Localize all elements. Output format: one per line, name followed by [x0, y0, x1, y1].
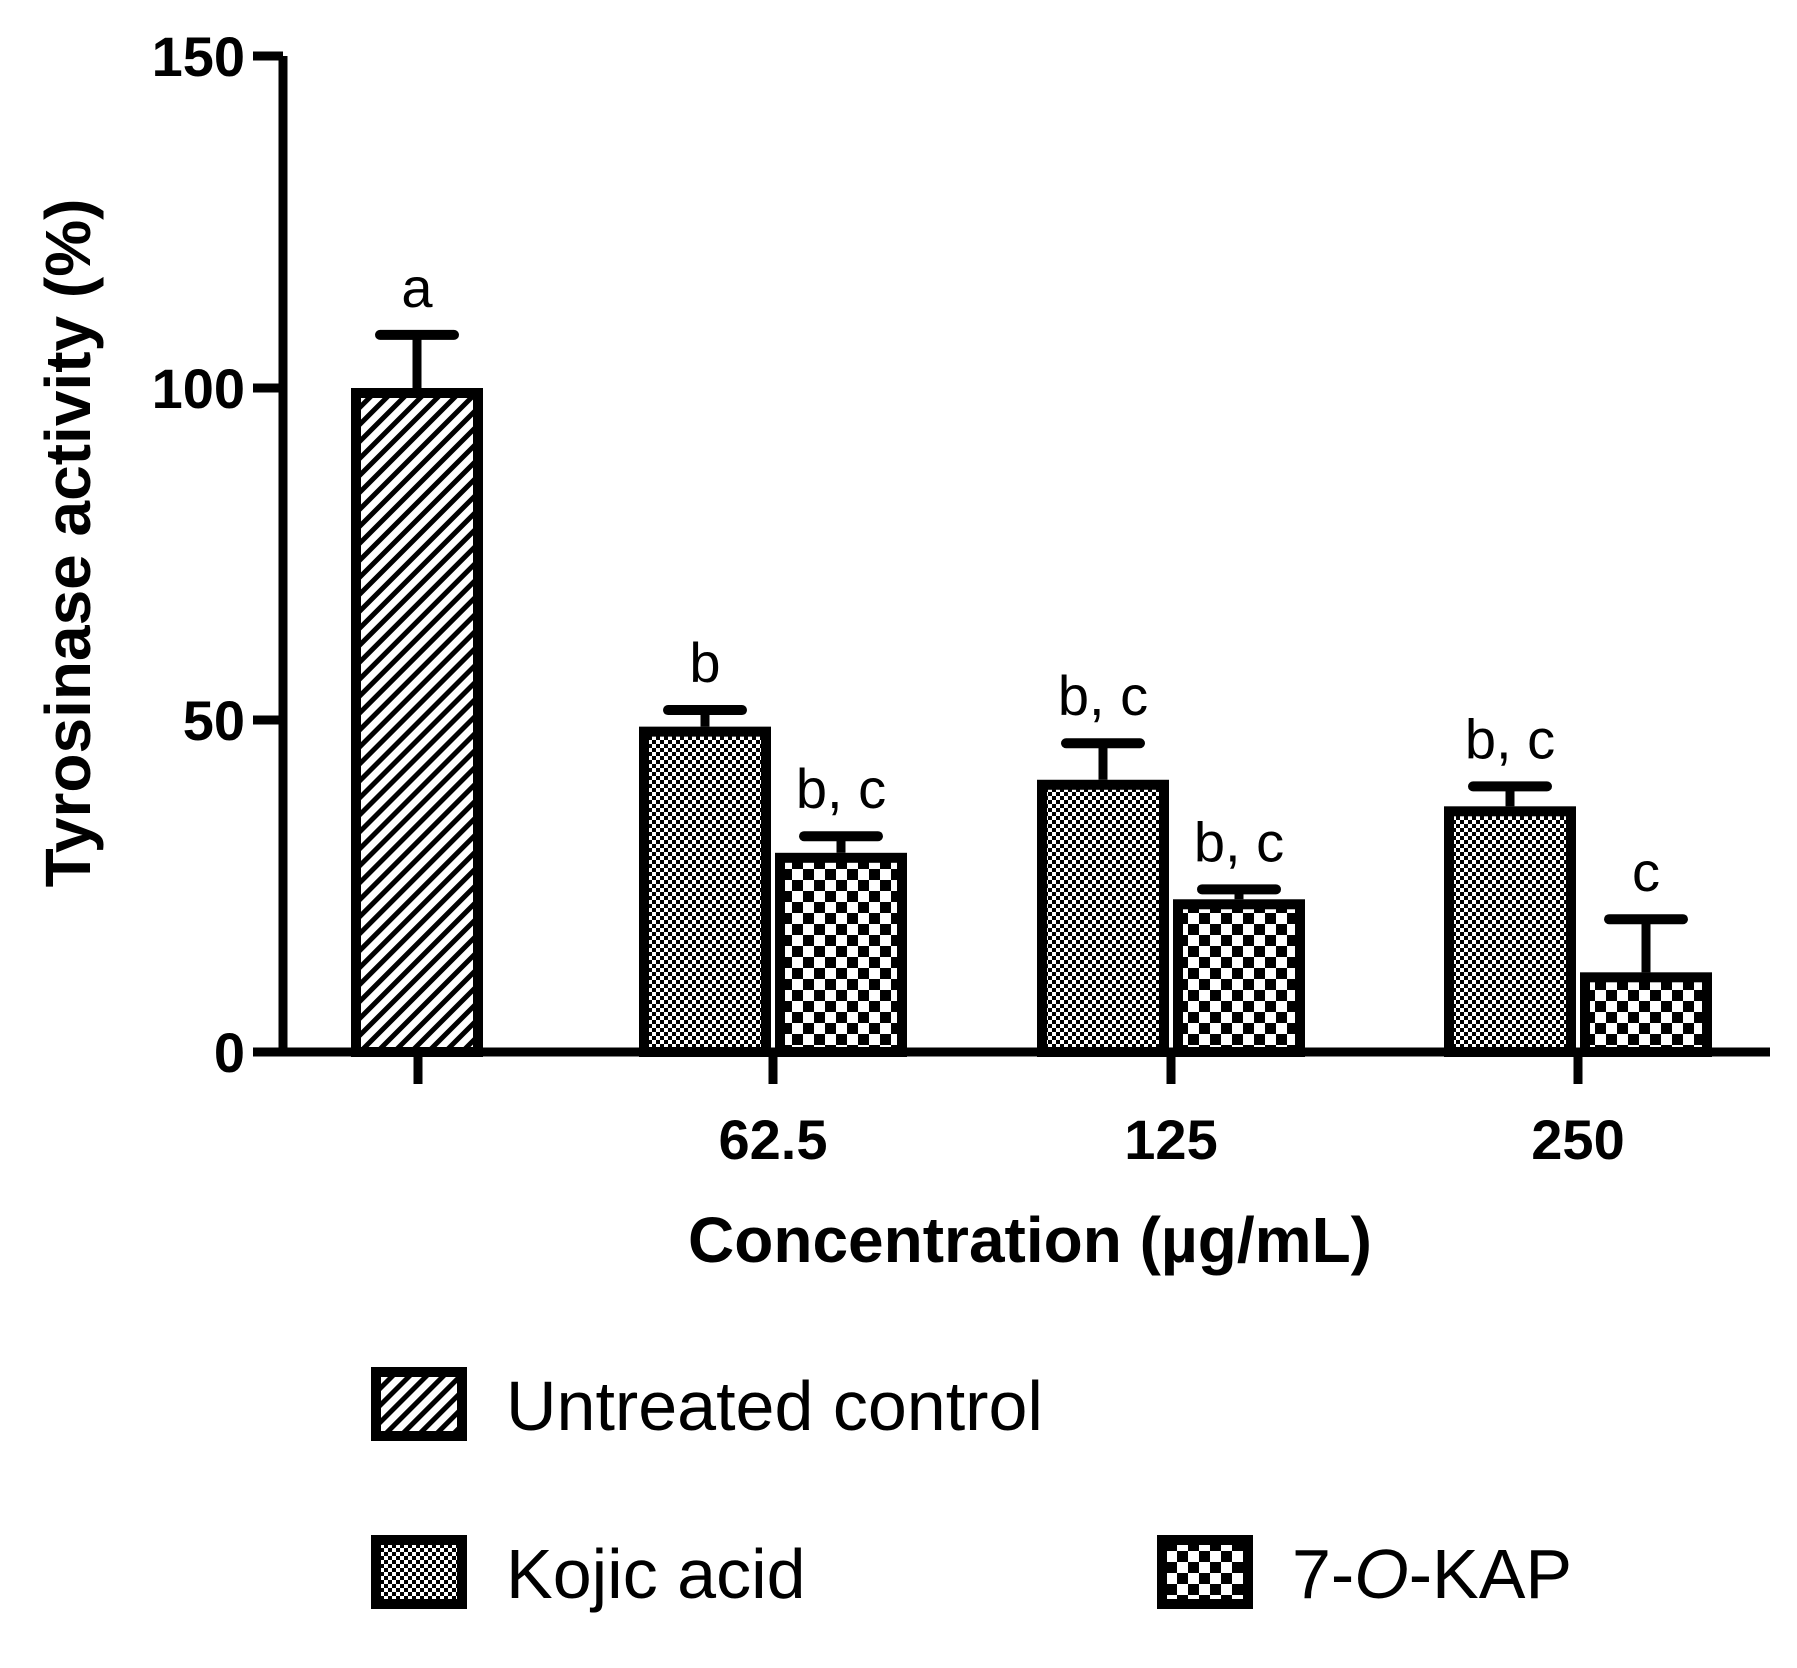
bar-7-o-kap	[1580, 972, 1712, 1058]
bars: a b b, c b, c b, c b, c c	[351, 256, 1712, 1058]
legend-label-italic: O	[1354, 1535, 1408, 1613]
legend-label-suffix: -KAP	[1409, 1535, 1572, 1613]
legend-label-text: Kojic acid	[506, 1535, 806, 1613]
bar-untreated-control	[351, 388, 483, 1057]
bar-7-o-kap	[1173, 899, 1305, 1058]
legend-label-text: 7-	[1292, 1535, 1354, 1613]
legend-swatch-7	[1157, 1535, 1253, 1609]
x-tick-label: 125	[1124, 1108, 1217, 1171]
x-tick-label: 62.5	[719, 1108, 828, 1171]
significance-label: b	[689, 631, 720, 694]
significance-label: b, c	[1465, 707, 1555, 770]
legend-label: Kojic acid	[506, 1535, 806, 1613]
legend-label: Untreated control	[506, 1367, 1043, 1445]
bar-kojic-acid	[639, 726, 771, 1057]
legend-label-text: Untreated control	[506, 1367, 1043, 1445]
significance-label: b, c	[1194, 810, 1284, 873]
legend-swatch-kojic-acid	[371, 1535, 467, 1609]
significance-label: b, c	[796, 757, 886, 820]
y-axis-title: Tyrosinase activity (%)	[32, 199, 104, 888]
y-tick-label: 100	[152, 357, 245, 420]
bar-kojic-acid	[1037, 779, 1169, 1057]
x-axis: 62.5 125 250	[279, 1047, 1770, 1171]
legend: Untreated control Kojic acid 7-O-KAP	[371, 1367, 1572, 1613]
legend-swatch-untreated-control	[371, 1367, 467, 1441]
significance-label: c	[1632, 840, 1660, 903]
legend-label: 7-O-KAP	[1292, 1535, 1572, 1613]
bar-kojic-acid	[1444, 806, 1576, 1057]
y-tick-label: 50	[183, 689, 245, 752]
significance-label: b, c	[1058, 664, 1148, 727]
x-tick-label: 250	[1531, 1108, 1624, 1171]
y-axis: 0 50 100 150	[152, 25, 288, 1084]
significance-label: a	[401, 256, 433, 319]
bar-7-o-kap	[775, 852, 907, 1057]
y-tick-label: 150	[152, 25, 245, 88]
x-axis-title: Concentration (µg/mL)	[688, 1204, 1372, 1276]
y-tick-label: 0	[214, 1021, 245, 1084]
